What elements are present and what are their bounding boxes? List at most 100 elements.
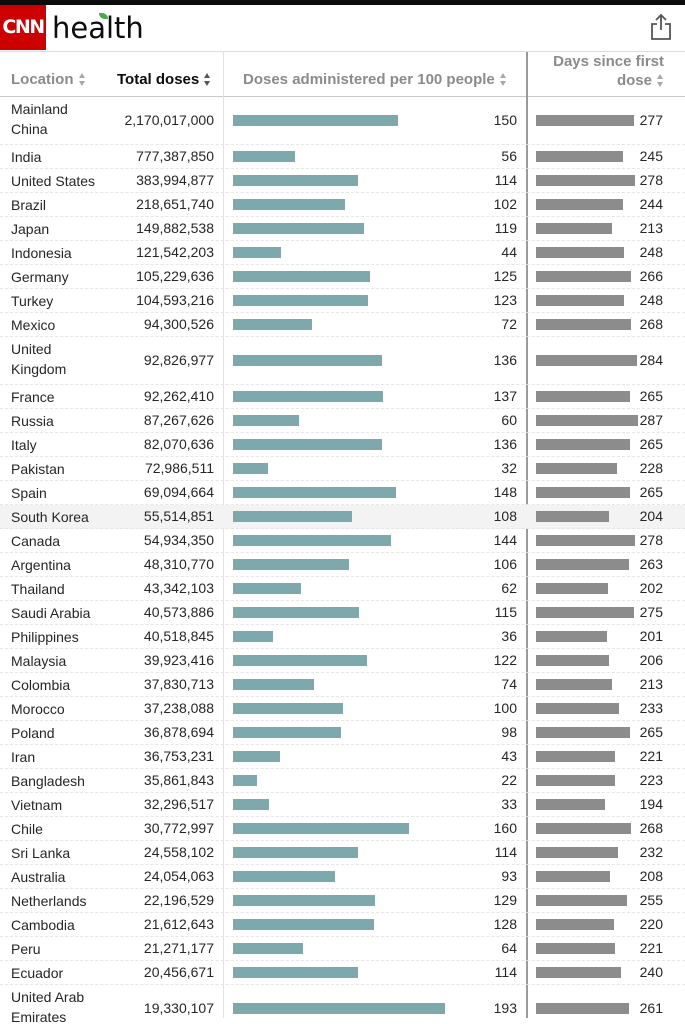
location-cell: Saudi Arabia — [11, 605, 91, 621]
days-since-first-dose-bar — [536, 751, 615, 762]
doses-per-100-value: 56 — [501, 148, 517, 164]
table-row[interactable]: Italy 82,070,636 136 265 — [0, 433, 685, 457]
days-since-first-dose-value: 261 — [639, 1000, 663, 1016]
doses-per-100-bar — [233, 727, 341, 738]
table-row[interactable]: Russia 87,267,626 60 287 — [0, 409, 685, 433]
days-since-first-dose-bar — [536, 295, 624, 306]
column-header-doses-per-100[interactable]: Doses administered per 100 people — [243, 71, 507, 88]
days-since-first-dose-bar — [536, 559, 629, 570]
column-header-location[interactable]: Location — [11, 71, 86, 88]
doses-per-100-bar — [233, 943, 303, 954]
location-cell: Sri Lanka — [11, 845, 71, 861]
days-since-first-dose-value: 223 — [639, 772, 663, 788]
doses-per-100-value: 44 — [501, 244, 517, 260]
days-since-first-dose-bar — [536, 727, 630, 738]
table-row[interactable]: Poland 36,878,694 98 265 — [0, 721, 685, 745]
doses-per-100-bar — [233, 655, 367, 666]
table-row[interactable]: Iran 36,753,231 43 221 — [0, 745, 685, 769]
table-row[interactable]: Netherlands 22,196,529 129 255 — [0, 889, 685, 913]
total-doses-cell: 104,593,216 — [136, 292, 214, 308]
location-cell: Ecuador — [11, 965, 64, 981]
table-row[interactable]: Ecuador 20,456,671 114 240 — [0, 961, 685, 985]
table-row[interactable]: Pakistan 72,986,511 32 228 — [0, 457, 685, 481]
column-divider — [526, 52, 528, 1018]
days-since-first-dose-bar — [536, 631, 607, 642]
table-row[interactable]: Turkey 104,593,216 123 248 — [0, 289, 685, 313]
days-since-first-dose-value: 204 — [639, 508, 663, 524]
days-since-first-dose-value: 244 — [639, 196, 663, 212]
table-row[interactable]: United Kingdom 92,826,977 136 284 — [0, 337, 685, 385]
doses-per-100-bar — [233, 871, 335, 882]
section-title[interactable]: health — [52, 11, 144, 45]
table-row[interactable]: Argentina 48,310,770 106 263 — [0, 553, 685, 577]
location-cell: Morocco — [11, 701, 65, 717]
location-cell: Italy — [11, 437, 37, 453]
days-since-first-dose-value: 206 — [639, 652, 663, 668]
table-row[interactable]: Chile 30,772,997 160 268 — [0, 817, 685, 841]
total-doses-cell: 55,514,851 — [143, 508, 214, 524]
doses-per-100-bar — [233, 415, 299, 426]
table-row[interactable]: Mainland China 2,170,017,000 150 277 — [0, 97, 685, 145]
days-since-first-dose-value: 265 — [639, 724, 663, 740]
table-row[interactable]: Saudi Arabia 40,573,886 115 275 — [0, 601, 685, 625]
table-row[interactable]: Germany 105,229,636 125 266 — [0, 265, 685, 289]
sort-icon — [657, 74, 664, 87]
days-since-first-dose-bar — [536, 1003, 629, 1014]
table-row[interactable]: Japan 149,882,538 119 213 — [0, 217, 685, 241]
location-cell: Chile — [11, 821, 43, 837]
days-since-first-dose-bar — [536, 487, 630, 498]
table-row[interactable]: Bangladesh 35,861,843 22 223 — [0, 769, 685, 793]
doses-per-100-bar — [233, 199, 345, 210]
table-row[interactable]: Thailand 43,342,103 62 202 — [0, 577, 685, 601]
table-row[interactable]: South Korea 55,514,851 108 204 — [0, 505, 685, 529]
table-row[interactable]: Colombia 37,830,713 74 213 — [0, 673, 685, 697]
days-since-first-dose-value: 255 — [639, 892, 663, 908]
cnn-logo[interactable]: CNN — [0, 5, 46, 50]
doses-per-100-bar — [233, 847, 358, 858]
table-row[interactable]: Spain 69,094,664 148 265 — [0, 481, 685, 505]
doses-per-100-value: 160 — [493, 820, 517, 836]
doses-per-100-value: 136 — [493, 352, 517, 368]
total-doses-cell: 87,267,626 — [143, 412, 214, 428]
days-since-first-dose-value: 248 — [639, 292, 663, 308]
column-header-total-doses[interactable]: Total doses — [117, 71, 211, 88]
total-doses-cell: 2,170,017,000 — [124, 112, 214, 128]
table-row[interactable]: Cambodia 21,612,643 128 220 — [0, 913, 685, 937]
table-row[interactable]: France 92,262,410 137 265 — [0, 385, 685, 409]
table-row[interactable]: Philippines 40,518,845 36 201 — [0, 625, 685, 649]
doses-per-100-value: 122 — [493, 652, 517, 668]
doses-per-100-bar — [233, 151, 295, 162]
doses-per-100-bar — [233, 535, 391, 546]
table-row[interactable]: Malaysia 39,923,416 122 206 — [0, 649, 685, 673]
total-doses-cell: 105,229,636 — [136, 268, 214, 284]
table-row[interactable]: Indonesia 121,542,203 44 248 — [0, 241, 685, 265]
table-row[interactable]: Canada 54,934,350 144 278 — [0, 529, 685, 553]
share-icon[interactable] — [650, 13, 672, 41]
location-cell: Russia — [11, 413, 54, 429]
days-since-first-dose-value: 208 — [639, 868, 663, 884]
days-since-first-dose-value: 245 — [639, 148, 663, 164]
column-header-days-since-first-dose[interactable]: Days since first dose — [553, 53, 664, 89]
location-cell: Philippines — [11, 629, 79, 645]
total-doses-cell: 40,518,845 — [143, 628, 214, 644]
days-since-first-dose-bar — [536, 463, 617, 474]
table-row[interactable]: Mexico 94,300,526 72 268 — [0, 313, 685, 337]
table-row[interactable]: India 777,387,850 56 245 — [0, 145, 685, 169]
table-row[interactable]: Australia 24,054,063 93 208 — [0, 865, 685, 889]
table-row[interactable]: Sri Lanka 24,558,102 114 232 — [0, 841, 685, 865]
table-row[interactable]: Peru 21,271,177 64 221 — [0, 937, 685, 961]
days-since-first-dose-bar — [536, 199, 623, 210]
location-cell: Bangladesh — [11, 773, 85, 789]
location-cell: Netherlands — [11, 893, 87, 909]
doses-per-100-value: 74 — [501, 676, 517, 692]
table-row[interactable]: Vietnam 32,296,517 33 194 — [0, 793, 685, 817]
table-row[interactable]: Brazil 218,651,740 102 244 — [0, 193, 685, 217]
location-cell: France — [11, 389, 55, 405]
table-row[interactable]: Morocco 37,238,088 100 233 — [0, 697, 685, 721]
location-cell: Germany — [11, 269, 69, 285]
table-row[interactable]: United Arab Emirates 19,330,107 193 261 — [0, 985, 685, 1024]
location-cell: India — [11, 149, 42, 165]
doses-per-100-bar — [233, 319, 312, 330]
table-row[interactable]: United States 383,994,877 114 278 — [0, 169, 685, 193]
location-cell: Thailand — [11, 581, 65, 597]
